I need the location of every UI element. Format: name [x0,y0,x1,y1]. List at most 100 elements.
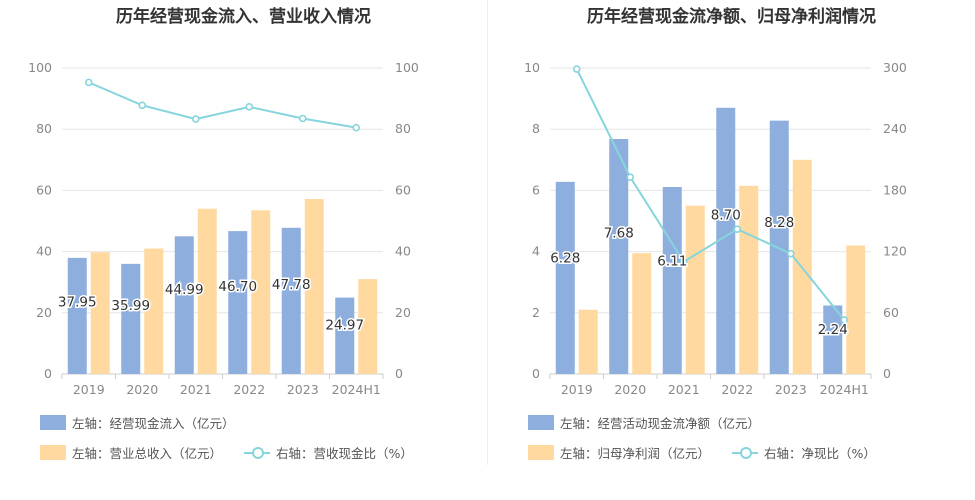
data-label: 46.70 [218,279,257,295]
data-label: 7.68 [604,226,634,242]
chart-canvas-right: 0 2 4 6 8 10 0 60 120 180 240 300 2019 2020 2021 2022 20… [524,60,907,397]
legend-label: 左轴：营业总收入（亿元） [72,445,223,461]
legend-line-swatch [732,445,759,460]
bar-left-s1 [174,236,194,374]
x-tick-label: 2021 [180,382,212,397]
legend-label: 左轴：经营活动现金流净额（亿元） [560,415,761,431]
y-tick-label-left: 100 [28,60,52,75]
y-tick-label-right: 0 [883,366,891,381]
legend-item-line[interactable]: 右轴：净现比（%） [732,443,876,462]
bar-right-s2 [632,253,652,374]
y-tick-label-left: 20 [36,305,52,320]
x-tick-label: 2019 [561,382,593,397]
legend: 左轴：经营现金流入（亿元） 左轴：营业总收入（亿元） 右轴：营收现金比（%） [40,410,480,470]
line-point [298,114,307,123]
y-tick-label-left: 8 [532,121,540,136]
x-tick-label: 2023 [775,382,807,397]
data-label: 2.24 [818,322,848,338]
y-tick-label-left: 2 [532,305,540,320]
line-point [840,316,849,324]
line-series-right [575,68,846,321]
bar-right-s2 [685,205,705,374]
legend-label: 右轴：净现比（%） [764,445,876,461]
data-label: 8.70 [711,208,741,224]
x-tick-label: 2020 [126,382,158,397]
x-tick-label: 2021 [668,382,700,397]
legend-label: 左轴：经营现金流入（亿元） [72,415,235,431]
x-tick-label: 2022 [233,382,265,397]
bar-right-s2 [739,185,759,374]
legend-item-bar-1[interactable]: 左轴：经营活动现金流净额（亿元） [528,413,760,432]
line-point [245,103,254,111]
line-point [138,101,147,110]
y-tick-label-left: 60 [36,182,52,197]
y-tick-label-right: 20 [395,305,411,320]
x-tick-label: 2019 [73,382,105,397]
y-tick-label-right: 180 [883,182,907,197]
bar-left-s1 [67,257,87,374]
bar-left-s1 [335,297,355,374]
bar-left-s1 [228,231,248,374]
data-label: 47.78 [272,277,311,293]
bar-left-s2 [144,248,164,374]
legend-item-bar-1[interactable]: 左轴：经营现金流入（亿元） [40,413,235,432]
legend-swatch [40,444,66,460]
bar-right-s1 [716,107,736,374]
data-label: 6.28 [550,251,580,267]
y-tick-label-left: 80 [36,121,52,136]
chart-canvas-left: 0 20 40 60 80 100 0 20 40 60 80 100 2019 2020 2021 2022… [28,60,419,397]
legend-item-bar-2[interactable]: 左轴：归母净利润（亿元） [528,443,710,462]
y-tick-label-right: 240 [883,121,907,136]
y-tick-label-right: 40 [395,244,411,259]
data-label: 35.99 [111,298,150,314]
bar-right-s2 [578,309,598,374]
legend: 左轴：经营活动现金流净额（亿元） 左轴：归母净利润（亿元） 右轴：净现比（%） [528,410,968,470]
chart-title: 历年经营现金流净额、归母净利润情况 [587,7,876,27]
data-label: 6.11 [657,254,687,270]
line-point [572,65,581,73]
bar-left-s2 [251,210,271,374]
legend-label: 左轴：归母净利润（亿元） [560,445,711,461]
y-tick-label-left: 6 [532,182,540,197]
legend-swatch [528,414,554,430]
chart-title: 历年经营现金流入、营业收入情况 [116,7,371,27]
y-tick-label-left: 0 [44,366,52,381]
legend-item-line[interactable]: 右轴：营收现金比（%） [244,443,413,462]
y-tick-label-right: 60 [883,305,899,320]
y-tick-label-right: 60 [395,182,411,197]
data-label: 44.99 [165,282,204,298]
bar-right-s1 [823,305,843,374]
y-tick-label-left: 10 [524,60,540,75]
x-tick-label: 2023 [287,382,319,397]
x-tick-label: 2024H1 [332,382,381,397]
bar-left-s2 [358,279,378,374]
bar-left-s2 [90,252,110,374]
line-point [786,249,795,258]
legend-item-bar-2[interactable]: 左轴：营业总收入（亿元） [40,443,222,462]
y-tick-label-right: 120 [883,244,907,259]
legend-line-swatch [244,445,271,460]
y-tick-label-right: 0 [395,366,403,381]
data-label: 8.28 [764,215,794,231]
line-point [679,257,688,266]
y-tick-label-left: 4 [532,244,540,259]
panel-divider [487,0,488,465]
legend-swatch [528,444,554,460]
chart-panel-left: 历年经营现金流入、营业收入情况 0 20 40 60 80 100 0 20 40 60 80 100… [0,0,487,500]
y-tick-label-left: 0 [532,366,540,381]
legend-label: 右轴：营收现金比（%） [276,445,413,461]
y-tick-label-left: 40 [36,244,52,259]
line-point [84,78,93,87]
x-tick-label: 2024H1 [820,382,869,397]
y-tick-label-right: 300 [883,60,907,75]
bar-left-s1 [281,227,301,374]
line-point [191,115,200,123]
x-tick-label: 2020 [614,382,646,397]
bar-right-s2 [846,245,866,374]
data-label: 37.95 [58,295,97,311]
line-point [626,173,635,181]
line-point [352,123,361,132]
bar-left-s2 [304,198,324,374]
bar-right-s1 [609,138,629,374]
bar-right-s1 [555,181,575,374]
